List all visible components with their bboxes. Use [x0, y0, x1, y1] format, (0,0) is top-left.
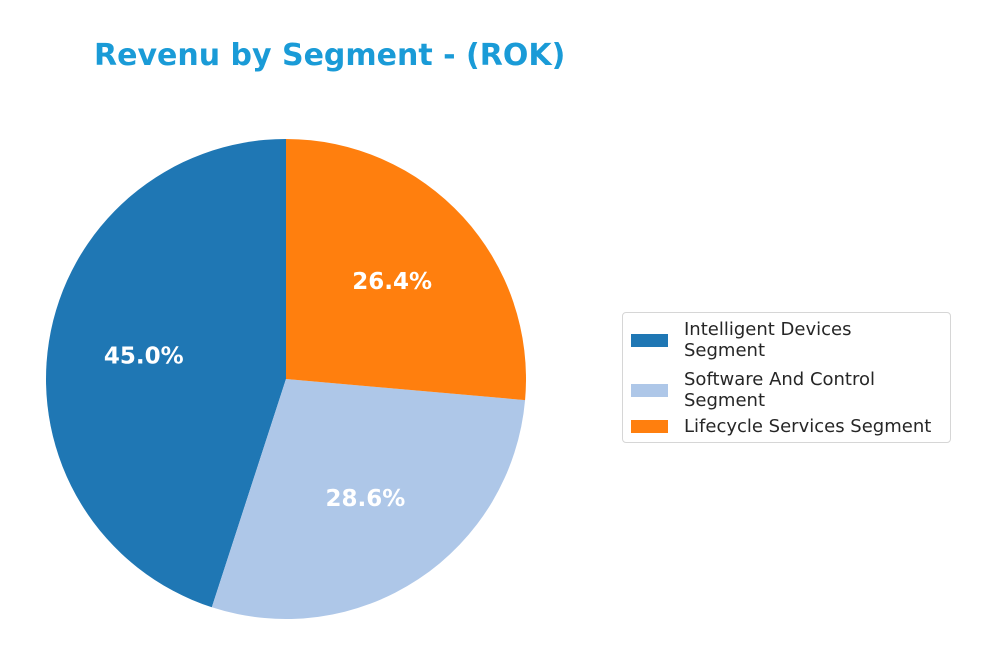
legend-item-intelligent-devices: Intelligent Devices Segment — [631, 319, 946, 361]
legend-label: Software And Control Segment — [684, 369, 876, 411]
legend-item-lifecycle-services: Lifecycle Services Segment — [631, 416, 946, 437]
slice-percent-label: 28.6% — [326, 486, 406, 512]
legend-swatch — [631, 333, 668, 347]
legend-swatch — [631, 383, 668, 397]
legend: Intelligent Devices Segment Software And … — [622, 312, 951, 443]
slice-percent-label: 45.0% — [104, 343, 184, 369]
pie-slice-lifecycle-services-segment — [286, 139, 526, 401]
pie-slice-software-and-control-segment — [211, 379, 526, 619]
pie-slice-intelligent-devices-segment — [46, 139, 287, 608]
legend-label: Lifecycle Services Segment — [684, 416, 932, 437]
legend-label: Intelligent Devices Segment — [684, 319, 852, 361]
slice-percent-label: 26.4% — [352, 269, 432, 295]
legend-item-software-and-control: Software And Control Segment — [631, 369, 946, 411]
chart-title: Revenu by Segment - (ROK) — [94, 38, 566, 73]
legend-swatch — [631, 420, 668, 433]
